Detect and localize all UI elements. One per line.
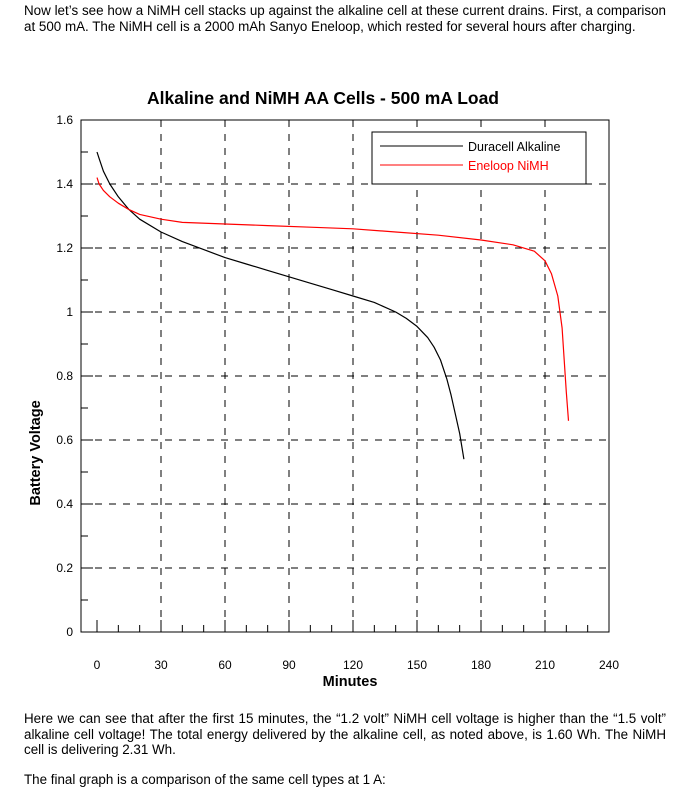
legend-label-alkaline: Duracell Alkaline bbox=[468, 140, 560, 154]
series-line-nimh bbox=[96, 177, 570, 421]
x-tick-label: 150 bbox=[407, 658, 427, 672]
x-tick-label: 180 bbox=[471, 658, 491, 672]
series-line-alkaline bbox=[96, 151, 465, 460]
y-tick-label: 0.8 bbox=[56, 369, 73, 383]
y-tick-label: 1 bbox=[66, 305, 73, 319]
x-tick-label: 90 bbox=[282, 658, 296, 672]
plot-frame bbox=[80, 119, 610, 633]
y-tick-label: 0 bbox=[66, 625, 73, 639]
y-tick-label: 0.2 bbox=[56, 561, 73, 575]
voltage-chart: Alkaline and NiMH AA Cells - 500 mA Load… bbox=[28, 88, 619, 690]
x-tick-label: 120 bbox=[343, 658, 363, 672]
intro-paragraph: Now let’s see how a NiMH cell stacks up … bbox=[24, 3, 666, 34]
x-tick-label: 240 bbox=[599, 658, 619, 672]
x-tick-label: 0 bbox=[94, 658, 101, 672]
analysis-paragraph: Here we can see that after the first 15 … bbox=[24, 711, 666, 758]
chart-title: Alkaline and NiMH AA Cells - 500 mA Load bbox=[147, 88, 499, 108]
y-tick-label: 1.4 bbox=[56, 177, 73, 191]
y-tick-label: 1.2 bbox=[56, 241, 73, 255]
y-tick-label: 0.4 bbox=[56, 497, 73, 511]
x-axis-label: Minutes bbox=[323, 674, 378, 690]
legend-box bbox=[371, 131, 587, 185]
y-axis-label: Battery Voltage bbox=[28, 400, 44, 505]
tick-layer: 0 30 60 90 120 150 180 210 240 0 0.2 0.4 0.6 0.8 1 1.2 1… bbox=[56, 113, 619, 672]
legend: Duracell Alkaline Eneloop NiMH bbox=[371, 131, 587, 185]
legend-label-nimh: Eneloop NiMH bbox=[468, 159, 549, 173]
grid-layer bbox=[81, 120, 609, 632]
y-tick-label: 0.6 bbox=[56, 433, 73, 447]
y-tick-label: 1.6 bbox=[56, 113, 73, 127]
x-tick-label: 60 bbox=[218, 658, 232, 672]
x-tick-label: 210 bbox=[535, 658, 555, 672]
series-layer bbox=[96, 151, 570, 460]
closing-paragraph: The final graph is a comparison of the s… bbox=[24, 772, 386, 787]
x-tick-label: 30 bbox=[154, 658, 168, 672]
